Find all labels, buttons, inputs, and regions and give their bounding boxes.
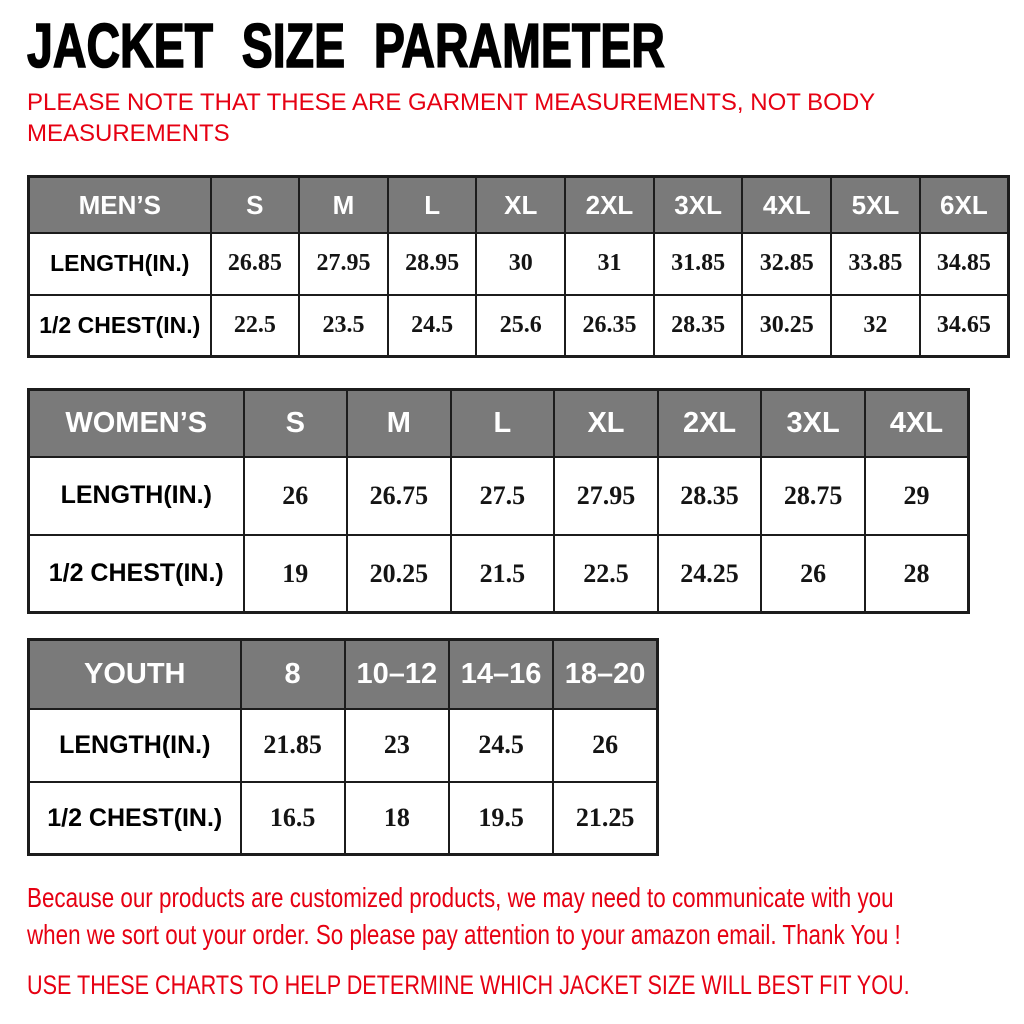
measurement-value-cell: 20.25 <box>346 533 452 614</box>
measurement-value-cell: 19 <box>242 533 349 614</box>
measurement-value-cell: 24.5 <box>447 707 555 783</box>
size-header-row: YOUTH 8 10–12 14–16 18–20 <box>27 638 659 710</box>
mens-group-header: MEN’S <box>27 175 212 234</box>
measurement-value-cell: 34.65 <box>918 293 1010 358</box>
size-column-header: 3XL <box>652 175 744 234</box>
measurement-row-label: LENGTH(IN.) <box>27 455 245 536</box>
size-column-header: 10–12 <box>343 638 451 710</box>
measurement-row: LENGTH(IN.) 26 26.75 27.5 27.95 28.35 28.75 29 <box>27 455 970 536</box>
size-column-header: M <box>346 388 452 458</box>
measurement-value-cell: 19.5 <box>447 780 555 856</box>
measurement-row-label: 1/2 CHEST(IN.) <box>27 533 245 614</box>
measurement-row: LENGTH(IN.) 21.85 23 24.5 26 <box>27 707 659 783</box>
size-chart-page: JACKET SIZE PARAMETER PLEASE NOTE THAT T… <box>26 12 1024 1001</box>
size-header-row: MEN’S S M L XL 2XL 3XL 4XL 5XL 6XL <box>27 175 1010 234</box>
measurement-value-cell: 26 <box>552 707 659 783</box>
measurement-value-cell: 26.75 <box>346 455 452 536</box>
mens-size-table: MEN’S S M L XL 2XL 3XL 4XL 5XL 6XL LENGTH(IN.) 26.8… <box>27 175 1010 359</box>
page-title: JACKET SIZE PARAMETER <box>26 12 665 81</box>
size-header-row: WOMEN’S S M L XL 2XL 3XL 4XL <box>27 388 970 458</box>
measurement-value-cell: 30 <box>475 231 567 296</box>
size-column-header: XL <box>553 388 659 458</box>
measurement-row-label: 1/2 CHEST(IN.) <box>27 293 212 358</box>
measurement-value-cell: 23 <box>343 707 451 783</box>
size-column-header: XL <box>475 175 567 234</box>
measurement-value-cell: 18 <box>343 780 451 856</box>
measurement-value-cell: 27.95 <box>553 455 659 536</box>
customization-notice: Because our products are customized prod… <box>27 882 1024 956</box>
measurement-value-cell: 22.5 <box>553 533 659 614</box>
measurement-value-cell: 21.85 <box>239 707 346 783</box>
size-column-header: M <box>298 175 389 234</box>
size-column-header: 2XL <box>564 175 655 234</box>
measurement-value-cell: 26 <box>760 533 866 614</box>
size-column-header: 4XL <box>741 175 833 234</box>
measurement-value-cell: 32 <box>830 293 921 358</box>
size-column-header: 6XL <box>918 175 1010 234</box>
measurement-row: LENGTH(IN.) 26.85 27.95 28.95 30 31 31.85 32.85… <box>27 231 1010 296</box>
note-line-2: MEASUREMENTS <box>27 119 230 147</box>
measurement-value-cell: 31 <box>564 231 655 296</box>
size-column-header: 3XL <box>760 388 866 458</box>
measurement-value-cell: 23.5 <box>298 293 389 358</box>
measurement-value-cell: 24.25 <box>656 533 763 614</box>
size-column-header: L <box>386 175 478 234</box>
measurement-value-cell: 28.95 <box>386 231 478 296</box>
measurement-value-cell: 33.85 <box>830 231 921 296</box>
measurement-value-cell: 16.5 <box>239 780 346 856</box>
measurement-value-cell: 34.85 <box>918 231 1010 296</box>
size-column-header: 2XL <box>656 388 763 458</box>
notice-line-2: when we sort out your order. So please p… <box>27 919 901 951</box>
measurement-value-cell: 31.85 <box>652 231 744 296</box>
size-column-header: S <box>242 388 349 458</box>
measurement-value-cell: 28.35 <box>652 293 744 358</box>
measurement-value-cell: 26 <box>242 455 349 536</box>
measurement-row-label: LENGTH(IN.) <box>27 707 242 783</box>
womens-size-table: WOMEN’S S M L XL 2XL 3XL 4XL LENGTH(IN.) 26 26.75 2… <box>27 388 970 615</box>
youth-group-header: YOUTH <box>27 638 242 710</box>
size-column-header: 8 <box>239 638 346 710</box>
measurement-value-cell: 26.85 <box>209 231 301 296</box>
measurement-value-cell: 28.75 <box>760 455 866 536</box>
measurement-value-cell: 28 <box>863 533 970 614</box>
garment-measurement-note: PLEASE NOTE THAT THESE ARE GARMENT MEASU… <box>27 88 1024 149</box>
measurement-value-cell: 27.95 <box>298 231 389 296</box>
measurement-value-cell: 29 <box>863 455 970 536</box>
size-column-header: L <box>449 388 556 458</box>
womens-group-header: WOMEN’S <box>27 388 245 458</box>
measurement-value-cell: 26.35 <box>564 293 655 358</box>
note-line-1: PLEASE NOTE THAT THESE ARE GARMENT MEASU… <box>27 89 876 116</box>
measurement-value-cell: 30.25 <box>741 293 833 358</box>
size-column-header: S <box>209 175 301 234</box>
measurement-value-cell: 27.5 <box>449 455 556 536</box>
measurement-value-cell: 24.5 <box>386 293 478 358</box>
youth-size-table: YOUTH 8 10–12 14–16 18–20 LENGTH(IN.) 21.85 23 2… <box>27 638 659 857</box>
measurement-row: 1/2 CHEST(IN.) 19 20.25 21.5 22.5 24.25 26 28 <box>27 533 970 614</box>
measurement-value-cell: 21.5 <box>449 533 556 614</box>
measurement-value-cell: 32.85 <box>741 231 833 296</box>
notice-line-1: Because our products are customized prod… <box>27 882 894 914</box>
size-column-header: 4XL <box>863 388 970 458</box>
measurement-row: 1/2 CHEST(IN.) 22.5 23.5 24.5 25.6 26.35 28.35… <box>27 293 1010 358</box>
size-column-header: 18–20 <box>552 638 659 710</box>
measurement-value-cell: 22.5 <box>209 293 301 358</box>
size-column-header: 5XL <box>830 175 921 234</box>
measurement-row: 1/2 CHEST(IN.) 16.5 18 19.5 21.25 <box>27 780 659 856</box>
measurement-value-cell: 25.6 <box>475 293 567 358</box>
measurement-value-cell: 21.25 <box>552 780 659 856</box>
fit-advice-line: USE THESE CHARTS TO HELP DETERMINE WHICH… <box>27 970 910 1001</box>
size-column-header: 14–16 <box>447 638 555 710</box>
measurement-value-cell: 28.35 <box>656 455 763 536</box>
measurement-row-label: 1/2 CHEST(IN.) <box>27 780 242 856</box>
measurement-row-label: LENGTH(IN.) <box>27 231 212 296</box>
